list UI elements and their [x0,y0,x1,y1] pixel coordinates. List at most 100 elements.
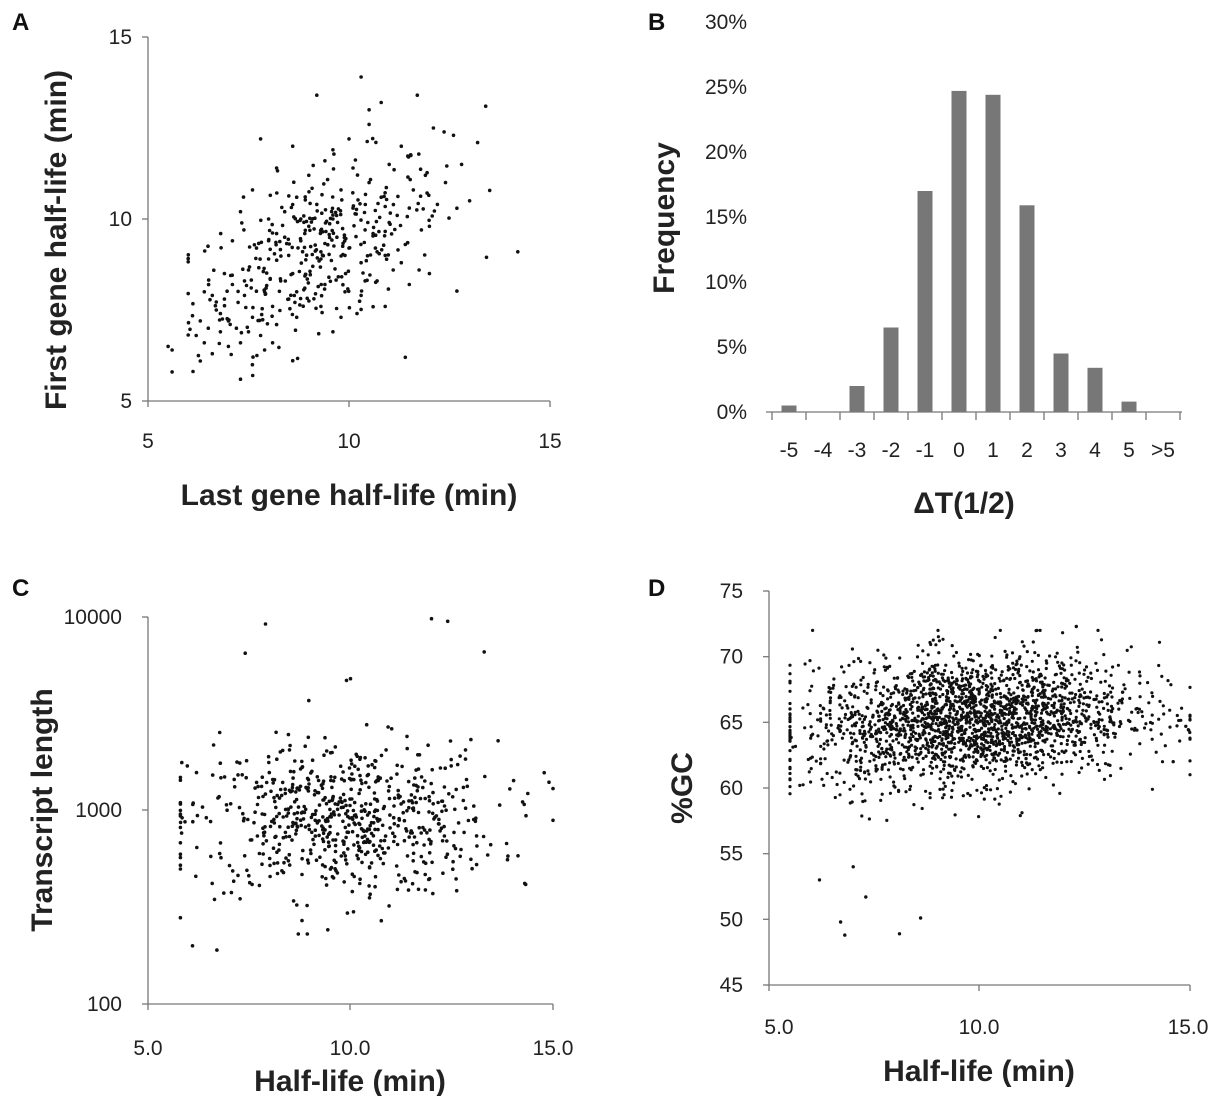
panel-d-point [977,716,981,720]
panel-a-point [344,236,348,241]
panel-c-point [458,754,462,758]
panel-a-point [338,212,343,217]
panel-d-point [985,748,989,752]
panel-d-point [850,647,855,651]
panel-c-point [419,854,424,859]
panel-d-point [907,754,911,758]
panel-d-point [816,718,820,722]
panel-c-point [356,767,361,772]
panel-c-point [277,842,282,847]
panel-d-point [911,765,915,770]
panel-c-point [219,776,223,780]
panel-c-point [341,819,345,824]
panel-d-point [895,724,899,728]
panel-c-point [281,835,286,840]
panel-d-point [885,818,889,823]
panel-c-point [504,841,509,846]
panel-d-point [925,702,930,707]
panel-c-point [367,840,372,845]
panel-d-point [1041,723,1045,727]
panel-d-point [856,709,860,714]
panel-a-point [332,244,336,248]
panel-c-point [329,778,333,783]
panel-a-point [259,218,263,223]
panel-d-point [819,719,823,723]
panel-d-point [1178,739,1182,743]
panel-d-point [930,706,934,710]
panel-a-point [277,289,282,294]
panel-c-point [442,785,447,789]
panel-c-point [482,650,487,654]
panel-c-point [346,847,350,851]
panel-d-point [975,742,979,746]
panel-d-point [1007,712,1011,717]
panel-d-point [950,670,954,675]
panel-d-point [1077,730,1082,734]
panel-d-point [944,663,948,667]
panel-a-point [242,279,247,283]
panel-d-point [974,710,978,714]
panel-a-point [286,237,291,242]
panel-c-point [350,772,354,776]
panel-d-point [1066,697,1070,701]
panel-d-point [1005,696,1010,701]
panel-a-point [304,258,308,262]
panel-a-point [186,320,191,325]
panel-label-b: B [648,9,665,36]
panel-d-point [1085,679,1089,683]
panel-a-point [334,213,339,218]
panel-d-point [1015,737,1019,741]
panel-c-point [440,799,444,803]
panel-a-point [250,373,255,378]
panel-a-point [305,296,310,301]
panel-a-point [383,191,387,195]
panel-d-point [988,690,992,694]
panel-d-point [970,717,974,721]
panel-d-point [1058,666,1062,670]
panel-d-point [931,638,935,642]
panel-a-point [213,303,218,308]
panel-d-point [827,690,831,694]
panel-a-point [339,275,344,279]
panel-d-point [849,692,853,697]
panel-a-point [302,220,306,225]
panel-d-point [967,755,972,759]
panel-d-point [1073,696,1077,700]
panel-c-point [395,772,399,776]
panel-d-point [1014,711,1018,715]
panel-d-point [1067,717,1071,721]
panel-d-point [993,722,997,727]
panel-c-xlabel: Half-life (min) [254,1065,446,1096]
panel-c-point [379,839,383,843]
panel-d-point [875,739,879,744]
panel-c-point [326,840,331,844]
panel-a-point [367,122,371,127]
panel-d-point [950,750,954,754]
panel-d-point [993,797,997,801]
panel-d-point [937,680,941,684]
panel-c-points [178,616,555,952]
panel-d-point [1046,712,1050,716]
panel-d-point [936,628,940,633]
panel-c-point [432,817,436,821]
panel-d-point [978,680,982,684]
panel-d-point [1028,744,1032,748]
panel-d-point [902,726,906,731]
panel-d-point [873,723,877,727]
panel-c-point [481,834,486,839]
panel-a-point [354,207,359,212]
panel-a-point [388,222,392,226]
panel-c-point [398,794,402,799]
panel-d-point [888,761,892,765]
panel-d-point [1096,720,1100,725]
panel-c-point [410,806,415,811]
panel-d-point [993,707,997,711]
panel-d-point [1188,773,1192,777]
panel-d-point [945,730,949,734]
panel-d-point [1007,730,1011,734]
panel-d-point [1095,668,1099,673]
panel-d-point [899,705,903,709]
panel-d-point [911,711,915,715]
panel-d-point [1033,718,1037,722]
panel-d-point [984,675,988,679]
